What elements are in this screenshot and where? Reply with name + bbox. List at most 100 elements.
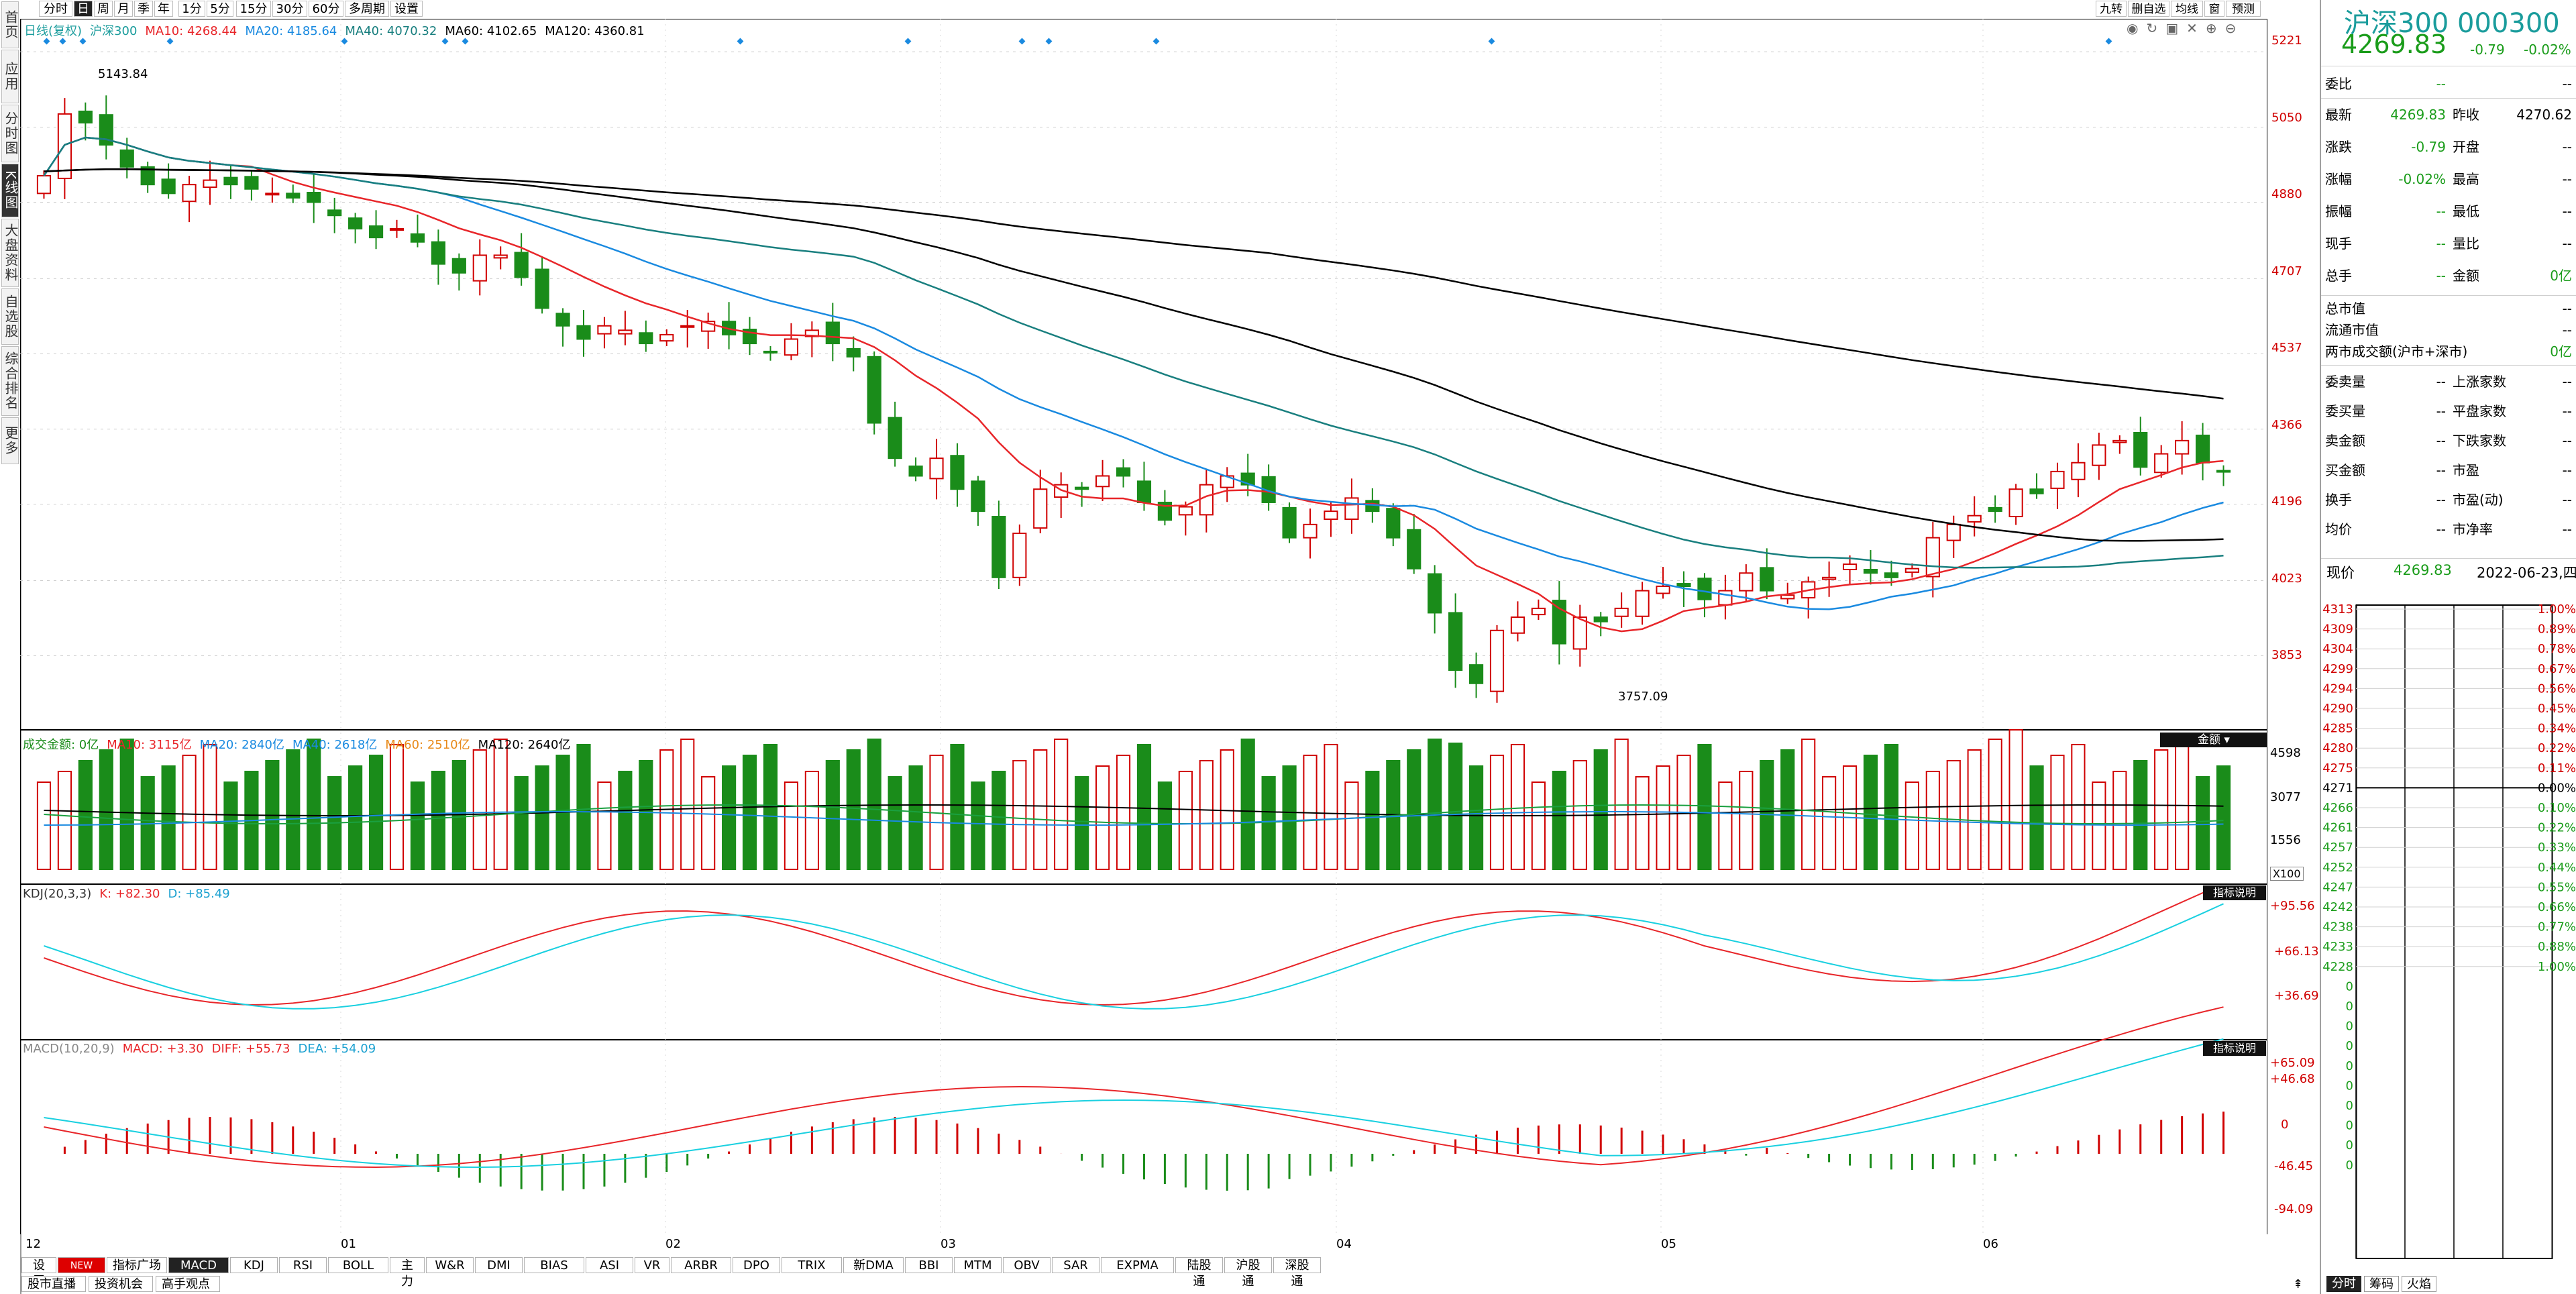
quote-value: -- [2562, 322, 2572, 338]
cross-icon[interactable]: ✕ [2186, 20, 2198, 36]
indicator-tab[interactable]: OBV [1003, 1257, 1051, 1273]
indicator-tab[interactable]: VR [635, 1257, 669, 1273]
panel-frame [20, 884, 2267, 1040]
indicator-tab[interactable]: ARBR [671, 1257, 731, 1273]
volume-bar [618, 771, 633, 870]
quote-label: 下跌家数 [2453, 433, 2506, 449]
indicator-tab[interactable]: 主力 [390, 1257, 425, 1289]
tab-chips[interactable]: 筹码 [2364, 1276, 2399, 1292]
volume-bar [742, 755, 757, 870]
zoom-out-icon[interactable]: ⊖ [2224, 20, 2237, 36]
pin-icon[interactable]: ⇞ [2293, 1277, 2304, 1291]
lock-icon[interactable]: ▣ [2165, 20, 2179, 36]
nav-kline[interactable]: K线图 [1, 164, 19, 217]
macd-indicator-help[interactable]: 指标说明 [2203, 1041, 2266, 1056]
indicator-tab[interactable]: BIAS [524, 1257, 584, 1273]
vol-ma120-label: MA120: 2640亿 [478, 738, 571, 752]
volume-bar [722, 765, 737, 870]
tab-settings[interactable]: 设置 [390, 1, 423, 17]
month-label: 05 [1661, 1237, 1676, 1251]
indicator-tab[interactable]: ASI [586, 1257, 633, 1273]
indicator-tab[interactable]: KDJ [230, 1257, 278, 1273]
nine-turn-button[interactable]: 九转 [2096, 1, 2127, 17]
panel-frame [20, 19, 2267, 730]
arrows-icon[interactable]: ↻ [2146, 20, 2158, 36]
candle-body [1282, 506, 1297, 539]
quote-row: 卖金额 -- 下跌家数 -- [2325, 427, 2573, 455]
tab-flame[interactable]: 火焰 [2402, 1276, 2436, 1292]
indicator-tab[interactable]: RSI [279, 1257, 327, 1273]
volume-bar [535, 765, 549, 870]
volume-bar [410, 781, 425, 870]
quote-label: 委买量 [2325, 403, 2365, 419]
kdj-indicator-help[interactable]: 指标说明 [2203, 885, 2266, 900]
nav-intraday[interactable]: 分时图 [1, 105, 19, 162]
tab-30min[interactable]: 30分 [272, 1, 307, 17]
tab-60min[interactable]: 60分 [309, 1, 343, 17]
tab-15min[interactable]: 15分 [236, 1, 271, 17]
nav-market-data[interactable]: 大盘资料 [1, 219, 19, 287]
tab-intraday[interactable]: 分时 [39, 1, 72, 17]
nav-more[interactable]: 更多 [1, 417, 19, 464]
tab-monthly[interactable]: 月 [114, 1, 133, 17]
window-button[interactable]: 窗 [2204, 1, 2224, 17]
candle-body [78, 110, 93, 124]
tab-1min[interactable]: 1分 [178, 1, 205, 17]
indicator-tab[interactable]: BOLL [328, 1257, 388, 1273]
tab-5min[interactable]: 5分 [207, 1, 233, 17]
link-live[interactable]: 股市直播 [21, 1276, 86, 1292]
volume-mode-select[interactable]: 金额 ▾ [2160, 733, 2267, 747]
tab-daily[interactable]: 日 [74, 1, 93, 17]
volume-bar [1012, 760, 1027, 870]
zoom-in-icon[interactable]: ⊕ [2205, 20, 2217, 36]
mini-price-tick: 4233 [2322, 940, 2353, 954]
kline-chart[interactable] [20, 19, 2267, 1234]
market-cap-row: 流通市值 -- [2325, 319, 2573, 341]
nav-apps[interactable]: 应用 [1, 50, 19, 103]
candle-body [2133, 431, 2148, 468]
indicator-tab[interactable]: NEW [58, 1257, 105, 1273]
volume-bar [1282, 765, 1297, 870]
tab-yearly[interactable]: 年 [154, 1, 173, 17]
indicator-tab[interactable]: 指标广场 [107, 1257, 167, 1273]
indicator-tab[interactable]: MACD [168, 1257, 229, 1273]
forecast-button[interactable]: 预测 [2226, 1, 2261, 17]
volume-bar [950, 744, 965, 870]
nav-home[interactable]: 首页 [1, 1, 19, 48]
link-opportunity[interactable]: 投资机会 [89, 1276, 153, 1292]
indicator-tab[interactable]: 沪股通 [1224, 1257, 1272, 1289]
nav-watchlist[interactable]: 自选股 [1, 288, 19, 345]
tab-quarterly[interactable]: 季 [134, 1, 153, 17]
indicator-tab[interactable]: DPO [733, 1257, 780, 1273]
indicator-tab[interactable]: 新DMA [843, 1257, 904, 1273]
indicator-tab[interactable]: SAR [1052, 1257, 1099, 1273]
mini-price-tick: 4313 [2322, 602, 2353, 616]
indicator-tab[interactable]: W&R [426, 1257, 474, 1273]
candle-body [203, 179, 217, 188]
ma120-line [44, 168, 2224, 400]
moving-average-button[interactable]: 均线 [2171, 1, 2203, 17]
event-marker [904, 38, 912, 45]
ma120-label: MA120: 4360.81 [545, 24, 645, 38]
indicator-tab[interactable]: BBI [905, 1257, 953, 1273]
volume-bar [1863, 755, 1878, 870]
indicator-tab[interactable]: DMI [475, 1257, 523, 1273]
low-annotation: 3757.09 [1618, 690, 1668, 704]
tab-mini-intraday[interactable]: 分时 [2326, 1276, 2361, 1292]
tab-weekly[interactable]: 周 [94, 1, 113, 17]
remove-watchlist-button[interactable]: 删自选 [2128, 1, 2169, 17]
indicator-tab[interactable]: 陆股通 [1175, 1257, 1223, 1289]
indicator-tab[interactable]: EXPMA [1101, 1257, 1174, 1273]
indicator-tab[interactable]: MTM [954, 1257, 1002, 1273]
eye-icon[interactable]: ◉ [2127, 20, 2139, 36]
volume-bar [1324, 744, 1338, 870]
ma40-label: MA40: 4070.32 [345, 24, 437, 38]
link-expert[interactable]: 高手观点 [156, 1276, 220, 1292]
indicator-tab[interactable]: 设置 [21, 1257, 56, 1289]
indicator-tab[interactable]: TRIX [782, 1257, 842, 1273]
quote-row: 总手 -- 金额 0亿 [2325, 262, 2573, 290]
mini-price-tick: 4228 [2322, 960, 2353, 974]
tab-multi-period[interactable]: 多周期 [345, 1, 389, 17]
indicator-tab[interactable]: 深股通 [1273, 1257, 1321, 1289]
nav-ranking[interactable]: 综合排名 [1, 346, 19, 416]
